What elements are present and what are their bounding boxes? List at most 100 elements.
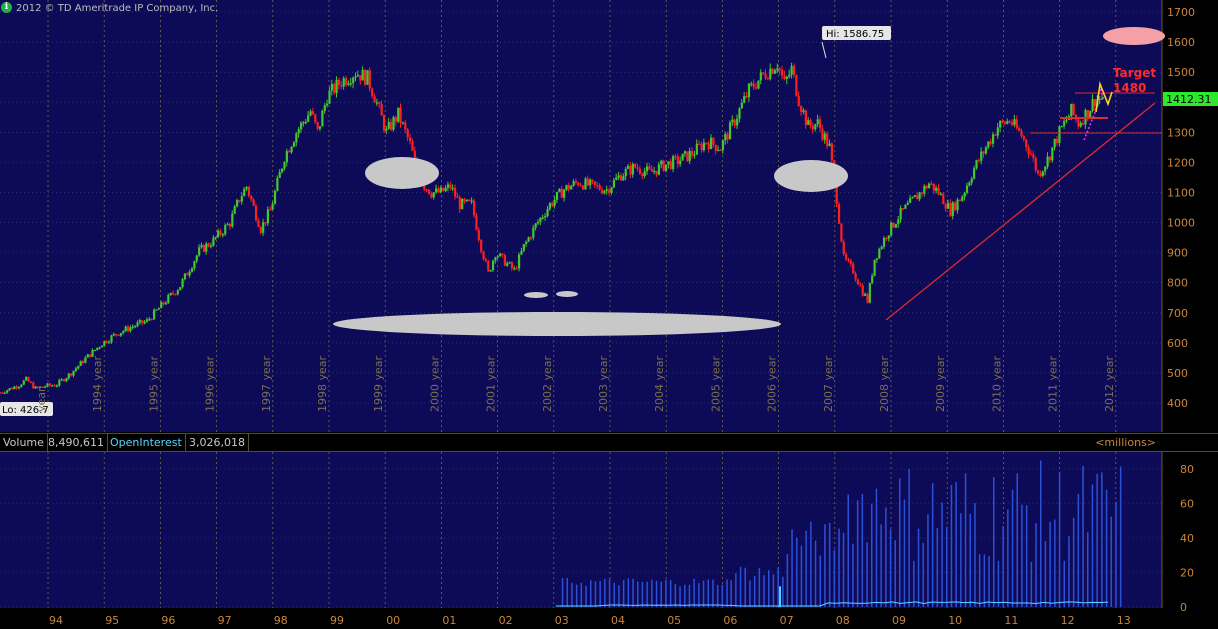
candle-body xyxy=(574,181,578,183)
volume-pane xyxy=(0,452,1162,608)
candle-body xyxy=(527,237,530,242)
volume-bar xyxy=(679,586,681,607)
candle-body xyxy=(954,202,957,211)
volume-bar xyxy=(1082,465,1084,607)
time-axis-label: 97 xyxy=(218,614,232,627)
volume-bar xyxy=(561,578,564,607)
candle-body xyxy=(316,122,319,129)
volume-bar xyxy=(796,537,798,607)
candle-body xyxy=(695,143,698,155)
volume-bar xyxy=(927,514,929,607)
candle-body xyxy=(347,83,350,85)
candle-body xyxy=(930,183,933,185)
candle-body xyxy=(781,69,784,76)
volume-tick-label: 0 xyxy=(1180,601,1187,614)
candle-body xyxy=(610,187,613,193)
candle-body xyxy=(314,114,317,123)
candle-body xyxy=(231,213,234,227)
volume-bar xyxy=(726,579,728,607)
candle-body xyxy=(200,244,203,248)
volume-bar xyxy=(1115,501,1117,607)
candle-body xyxy=(932,183,935,191)
volume-bar xyxy=(1101,472,1103,607)
volume-bar xyxy=(997,560,1000,607)
candle-body xyxy=(728,122,732,140)
candle-body xyxy=(669,161,672,170)
volume-bar xyxy=(814,540,817,607)
candle-body xyxy=(643,171,646,177)
candle-body xyxy=(134,326,137,328)
candle-body xyxy=(641,173,644,177)
volume-units: <millions> xyxy=(1095,436,1156,449)
candle-body xyxy=(262,222,265,233)
candle-body xyxy=(392,117,395,130)
grid-lines xyxy=(0,0,1162,608)
candle-body xyxy=(60,379,63,381)
candle-body xyxy=(724,134,727,141)
candle-body xyxy=(942,193,945,205)
candle-body xyxy=(77,365,80,369)
candle-body xyxy=(698,143,701,145)
candle-body xyxy=(126,326,130,332)
candle-body xyxy=(804,110,807,125)
candle-body xyxy=(375,102,379,104)
candle-body xyxy=(973,168,976,179)
open-interest-label: OpenInterest xyxy=(107,434,186,451)
candle-body xyxy=(664,164,668,171)
candle-body xyxy=(430,193,433,198)
volume-tick-label: 60 xyxy=(1180,498,1194,511)
candle-body xyxy=(783,75,786,79)
candle-body xyxy=(39,386,42,388)
candle-body xyxy=(882,237,886,247)
candle-body xyxy=(657,164,661,175)
candle-body xyxy=(349,83,352,85)
candle-body xyxy=(352,77,355,84)
candle-body xyxy=(875,258,879,260)
candle-body xyxy=(802,110,805,112)
info-icon[interactable]: i xyxy=(1,2,12,13)
volume-bar xyxy=(604,578,606,607)
candle-body xyxy=(939,193,943,195)
volume-bar xyxy=(917,528,920,607)
volume-bar xyxy=(622,580,625,607)
year-label: 1994 year xyxy=(91,355,104,412)
candle-body xyxy=(326,103,329,106)
volume-bar xyxy=(1063,560,1065,607)
candle-body xyxy=(567,185,570,190)
price-tick-label: 1600 xyxy=(1167,36,1195,49)
candle-body xyxy=(714,144,717,151)
candle-body xyxy=(361,69,364,81)
volume-tick-label: 80 xyxy=(1180,463,1194,476)
candle-body xyxy=(691,151,694,156)
candle-body xyxy=(380,103,383,116)
candle-body xyxy=(84,357,87,363)
candle-body xyxy=(650,169,653,172)
year-label: 2007 year xyxy=(822,355,835,412)
candle-body xyxy=(634,164,637,168)
candle-body xyxy=(67,373,70,379)
volume-bar xyxy=(786,554,789,607)
candle-body xyxy=(854,273,857,280)
candle-body xyxy=(814,124,817,130)
candle-body xyxy=(404,122,407,130)
candle-body xyxy=(143,321,146,324)
candle-body xyxy=(221,234,224,236)
candle-body xyxy=(892,222,895,228)
candle-body xyxy=(413,150,416,159)
candle-body xyxy=(970,178,973,183)
candle-body xyxy=(269,209,272,211)
target-label: Target xyxy=(1113,66,1156,80)
year-label: 2010 year xyxy=(990,355,1003,412)
candle-body xyxy=(266,209,269,224)
candle-body xyxy=(290,146,293,153)
candle-body xyxy=(307,115,310,122)
candle-body xyxy=(112,333,115,336)
candle-body xyxy=(484,259,488,261)
candle-body xyxy=(958,199,962,201)
candle-body xyxy=(849,260,852,264)
candle-body xyxy=(693,154,696,156)
volume-bar xyxy=(819,555,821,607)
candle-body xyxy=(608,189,611,193)
candle-body xyxy=(1089,110,1092,118)
candle-body xyxy=(864,294,867,296)
